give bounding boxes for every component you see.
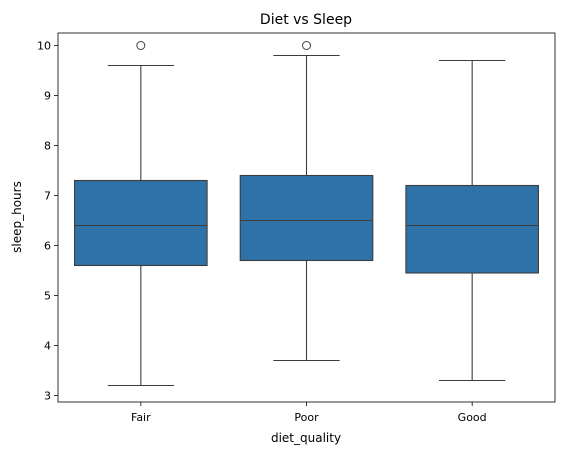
box-group-poor [239, 41, 374, 362]
y-axis-label: sleep_hours [10, 181, 24, 253]
x-tick-label: Poor [294, 411, 319, 424]
x-tick-label: Fair [131, 411, 151, 424]
y-tick-label: 10 [37, 40, 51, 53]
outlier-point-fair [136, 41, 146, 50]
y-tick-label: 9 [44, 90, 51, 103]
iqr-box-good [405, 184, 539, 274]
x-axis-ticks: Fair Poor Good [131, 402, 487, 424]
chart-title: Diet vs Sleep [260, 12, 352, 28]
y-tick-label: 5 [44, 290, 51, 303]
x-axis-label: diet_quality [271, 431, 341, 445]
y-tick-label: 3 [44, 390, 51, 403]
y-axis-ticks: 3 4 5 6 7 8 9 10 [37, 40, 58, 403]
y-tick-label: 7 [44, 190, 51, 203]
y-tick-label: 4 [44, 340, 51, 353]
y-tick-label: 6 [44, 240, 51, 253]
outlier-point-poor [302, 41, 311, 50]
iqr-box-fair [74, 179, 208, 267]
box-marks [74, 41, 539, 387]
y-tick-label: 8 [44, 140, 51, 153]
box-group-fair [74, 41, 208, 387]
iqr-box-poor [239, 174, 374, 262]
box-group-good [405, 59, 539, 382]
x-tick-label: Good [458, 411, 487, 424]
